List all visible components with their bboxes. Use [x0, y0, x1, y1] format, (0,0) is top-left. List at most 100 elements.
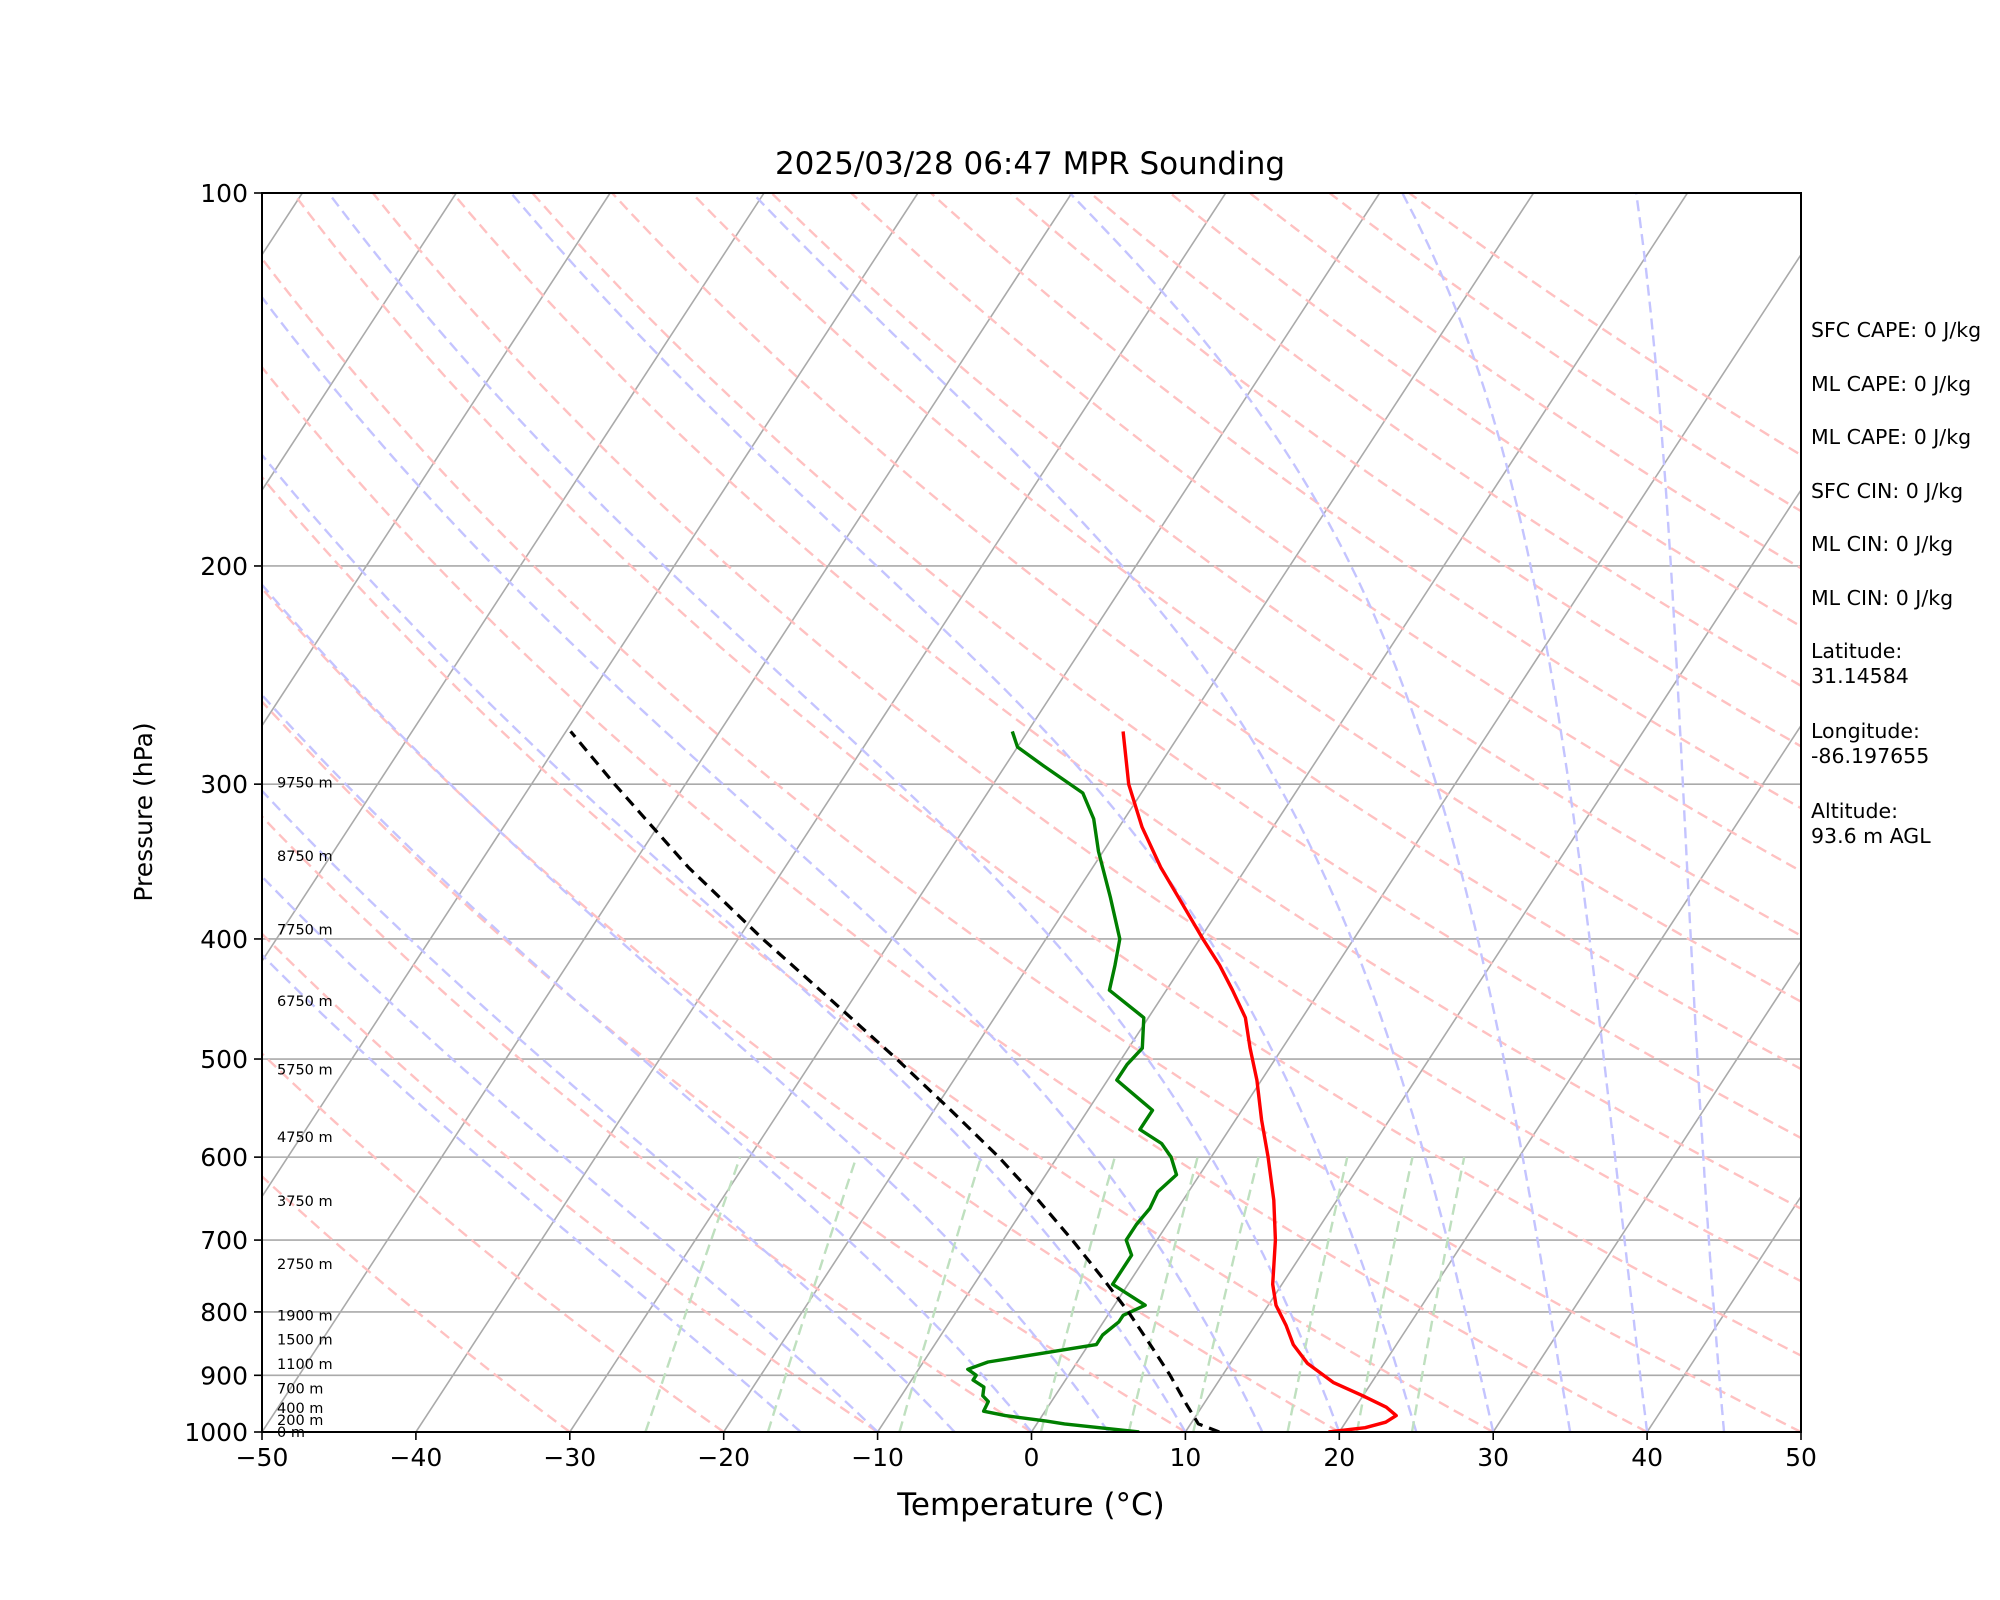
mixing-ratio-line	[766, 1156, 858, 1432]
isotherm-line	[262, 193, 919, 1198]
dry-adiabat-line	[770, 193, 1801, 938]
altitude-label: Altitude:	[1811, 799, 1899, 823]
dry-adiabat-line	[930, 193, 1801, 810]
dry-adiabat-line	[1169, 193, 1801, 628]
height-label: 1900 m	[277, 1308, 333, 1324]
x-tick-label: −50	[236, 1443, 289, 1472]
mixing-ratio-line	[1192, 1156, 1260, 1432]
height-label: 2750 m	[277, 1257, 333, 1273]
dry-adiabat-line	[292, 193, 1801, 1357]
axes-layer: −50 −40 −30 −20 −10 0 10 20 30 40 50 100 200 300 400 50…	[184, 179, 1817, 1472]
x-tick-label: 20	[1323, 1443, 1355, 1472]
latitude-value: 31.14584	[1811, 664, 1909, 688]
dry-adiabat-line	[1249, 193, 1801, 570]
dry-adiabat-line	[1089, 193, 1801, 688]
longitude-block: Longitude: -86.197655	[1811, 719, 1929, 769]
y-tick-label: 600	[200, 1143, 248, 1172]
longitude-label: Longitude:	[1811, 719, 1920, 743]
dewpoint-profile-line	[966, 730, 1179, 1432]
isotherm-line	[1030, 253, 1801, 1432]
mixing-ratio-line	[1127, 1156, 1199, 1432]
chart-title: 2025/03/28 06:47 MPR Sounding	[775, 146, 1285, 182]
dry-adiabat-line	[262, 365, 1648, 1432]
moist-adiabat-line	[262, 295, 1264, 1432]
y-tick-label: 400	[200, 925, 248, 954]
height-label: 400 m	[277, 1401, 323, 1417]
height-label: 4750 m	[277, 1130, 333, 1146]
height-label: 9750 m	[277, 775, 333, 791]
moist-adiabat-line	[262, 582, 1110, 1432]
x-tick-label: −10	[851, 1443, 904, 1472]
dry-adiabat-line	[262, 475, 1494, 1432]
height-label: 8750 m	[277, 849, 333, 865]
y-tick-label: 100	[200, 179, 248, 208]
parcel-profile-line	[569, 730, 1220, 1432]
moist-adiabat-line	[262, 453, 1187, 1432]
moist-adiabat-line	[1068, 193, 1572, 1432]
moist-adiabat-line	[1635, 193, 1726, 1432]
isotherm-line	[1492, 959, 1801, 1432]
dry-adiabat-line	[531, 193, 1801, 1140]
mixing-ratio-line	[1410, 1156, 1466, 1432]
x-axis-label: Temperature (°C)	[896, 1487, 1165, 1523]
y-tick-label: 800	[200, 1298, 248, 1327]
ml-cin-text: ML CIN: 0 J/kg	[1811, 532, 1954, 556]
dry-adiabat-line	[371, 193, 1801, 1283]
mixing-ratio-line	[1039, 1156, 1116, 1432]
temperature-profile-line	[1121, 731, 1398, 1432]
height-label: 700 m	[277, 1381, 323, 1397]
isotherm-line	[723, 193, 1535, 1432]
dry-adiabat-line	[262, 699, 1187, 1432]
moist-adiabat-line	[327, 193, 1341, 1432]
dry-adiabat-line	[611, 193, 1801, 1071]
moist-adiabat-line	[262, 789, 956, 1432]
isotherm-line	[876, 193, 1689, 1432]
isotherm-line	[415, 193, 1227, 1432]
height-label: 1100 m	[277, 1357, 333, 1373]
height-label: 1500 m	[277, 1332, 333, 1348]
altitude-value: 93.6 m AGL	[1811, 824, 1931, 848]
moist-adiabat-line	[262, 693, 1033, 1432]
x-tick-label: 10	[1169, 1443, 1201, 1472]
longitude-value: -86.197655	[1811, 744, 1930, 768]
latitude-block: Latitude: 31.14584	[1811, 639, 1909, 689]
y-tick-label: 700	[200, 1226, 248, 1255]
mixing-ratio-line	[1286, 1156, 1349, 1432]
isotherm-line	[262, 193, 457, 492]
sfc-cin-text: SFC CIN: 0 J/kg	[1811, 478, 1964, 503]
y-tick-label: 300	[200, 770, 248, 799]
mixing-ratio-line	[898, 1156, 983, 1432]
x-tick-label: −20	[697, 1443, 750, 1472]
isotherm-line	[1646, 1195, 1801, 1432]
y-tick-label: 900	[200, 1361, 248, 1390]
isotherm-line	[1338, 724, 1801, 1432]
moist-adiabat-line	[510, 193, 1418, 1432]
isotherm-line	[262, 193, 1073, 1432]
x-tick-label: 0	[1024, 1443, 1040, 1472]
mixing-ratio-line	[1355, 1156, 1414, 1432]
height-label: 5750 m	[277, 1063, 333, 1079]
dry-adiabat-line	[262, 814, 1033, 1432]
moist-adiabat-line	[751, 193, 1495, 1432]
ml-cape-text: ML CAPE: 0 J/kg	[1811, 371, 1972, 396]
altitude-block: Altitude: 93.6 m AGL	[1811, 799, 1931, 849]
sfc-cape-text: SFC CAPE: 0 J/kg	[1811, 318, 1982, 342]
dry-adiabat-line	[262, 256, 1801, 1432]
x-tick-label: 40	[1631, 1443, 1663, 1472]
height-label: 6750 m	[277, 994, 333, 1010]
plot-frame	[261, 192, 1802, 1433]
latitude-label: Latitude:	[1811, 639, 1903, 663]
dry-adiabat-line	[690, 193, 1801, 1003]
y-axis-label: Pressure (hPa)	[129, 722, 158, 901]
y-tick-label: 500	[200, 1045, 248, 1074]
plot-area	[262, 193, 1801, 1432]
ml-cin-text-2: ML CIN: 0 J/kg	[1811, 585, 1954, 610]
ml-cape-text-2: ML CAPE: 0 J/kg	[1811, 425, 1972, 449]
isotherm-line	[569, 193, 1381, 1432]
dry-adiabat-line	[262, 1174, 571, 1432]
x-tick-label: 30	[1477, 1443, 1509, 1472]
dry-adiabat-line	[850, 193, 1801, 873]
isotherm-line	[262, 193, 611, 728]
dry-adiabat-line	[262, 1051, 725, 1432]
